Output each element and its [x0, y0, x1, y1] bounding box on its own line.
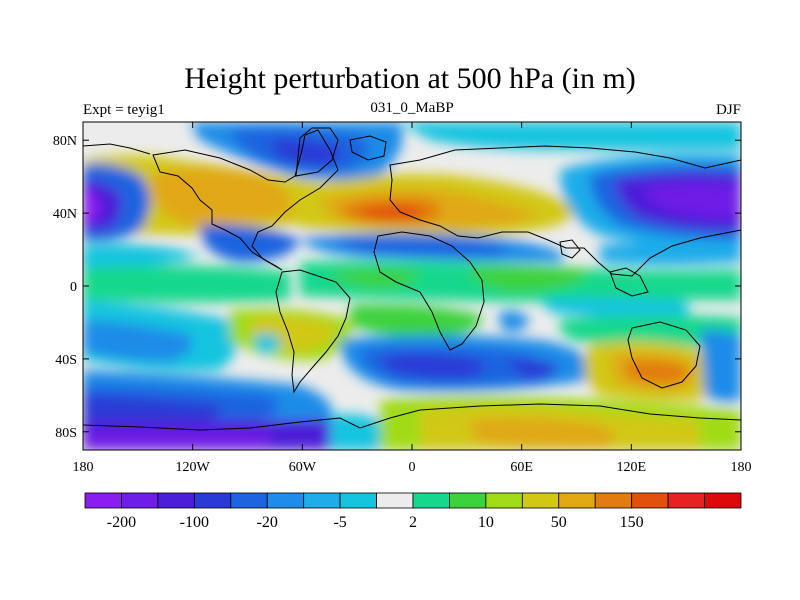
field-region [470, 418, 615, 449]
colorbar-box [193, 492, 232, 509]
field-region [83, 395, 221, 425]
colorbar-label: 50 [551, 514, 567, 531]
x-tick-label: 180 [731, 460, 752, 475]
colorbar-box [667, 492, 705, 509]
coastline [627, 321, 701, 389]
colorbar-box [303, 492, 341, 509]
season-label: DJF [716, 102, 741, 118]
colorbar-label: -200 [107, 514, 136, 531]
coastline [373, 231, 485, 351]
y-tick-label: 40S [55, 353, 77, 368]
field-region [200, 224, 300, 262]
field-region [254, 333, 282, 354]
coastline [152, 129, 339, 271]
colorbar-labels: -200 -100 -20 -5 2 10 50 150 [107, 514, 644, 531]
x-tick-label: 120E [617, 460, 647, 475]
colorbar-box [521, 492, 560, 509]
x-axis: 180 120W 60W 0 60E 120E 180 [73, 122, 752, 475]
colorbar [84, 492, 742, 509]
coastline [295, 127, 339, 177]
field-region [83, 190, 102, 222]
colorbar-box [121, 492, 159, 509]
colorbar-box [339, 492, 377, 509]
x-tick-label: 120W [176, 460, 211, 475]
colorbar-box [558, 492, 596, 509]
field-region [640, 183, 741, 218]
field-region [559, 315, 741, 346]
field-region [380, 353, 484, 379]
field-region [83, 320, 193, 362]
coastlines [83, 127, 741, 431]
x-tick-label: 0 [409, 460, 416, 475]
y-tick-label: 40N [53, 207, 77, 222]
field-region [83, 265, 290, 303]
colorbar-label: -100 [180, 514, 209, 531]
colorbar-label: 2 [409, 514, 417, 531]
y-tick-label: 80N [53, 134, 77, 149]
field-region [270, 139, 341, 166]
colorbar-box [412, 492, 450, 509]
experiment-label: Expt = teyig1 [83, 102, 165, 118]
coastline [83, 403, 741, 431]
colorbar-label: -5 [333, 514, 346, 531]
colorbar-box [631, 492, 669, 509]
field-region [83, 430, 272, 450]
map-title: Height perturbation at 500 hPa (in m) [184, 62, 636, 95]
y-tick-label: 80S [55, 426, 77, 441]
colorbar-label: 10 [478, 514, 494, 531]
field-region [499, 311, 530, 332]
field-region [350, 304, 482, 338]
field-region [625, 360, 688, 384]
x-tick-label: 60W [289, 460, 317, 475]
coastline [389, 145, 741, 277]
height-field [83, 122, 741, 450]
colorbar-box [266, 492, 305, 509]
colorbar-box [376, 492, 414, 509]
field-region [700, 329, 741, 402]
field-region [330, 414, 380, 450]
y-tick-label: 0 [70, 280, 77, 295]
colorbar-box [230, 492, 268, 509]
x-tick-label: 60E [510, 460, 533, 475]
colorbar-label: 150 [620, 514, 644, 531]
x-tick-label: 180 [73, 460, 94, 475]
field-region [510, 358, 560, 380]
field-region [330, 269, 420, 288]
colorbar-box [594, 492, 633, 509]
field-region [470, 265, 590, 292]
coastline [275, 269, 351, 394]
colorbar-box [485, 492, 523, 509]
colorbar-box [449, 492, 487, 509]
coastline [559, 239, 581, 259]
field-region [400, 122, 741, 150]
colorbar-box [704, 492, 742, 509]
colorbar-box [157, 492, 195, 509]
coastline [83, 143, 151, 155]
field-region [600, 242, 741, 265]
period-label: 031_0_MaBP [370, 100, 453, 116]
colorbar-box [84, 492, 122, 509]
coastline [609, 267, 649, 297]
field-region [83, 243, 200, 269]
colorbar-label: -20 [257, 514, 278, 531]
field-region [360, 205, 422, 221]
field-region [540, 298, 690, 319]
y-axis: 80N 40N 0 40S 80S [53, 134, 741, 441]
coastline [349, 135, 387, 161]
